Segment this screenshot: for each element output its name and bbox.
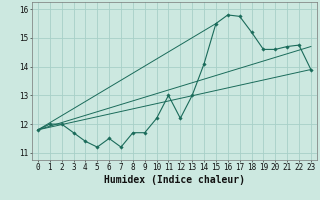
X-axis label: Humidex (Indice chaleur): Humidex (Indice chaleur) bbox=[104, 175, 245, 185]
